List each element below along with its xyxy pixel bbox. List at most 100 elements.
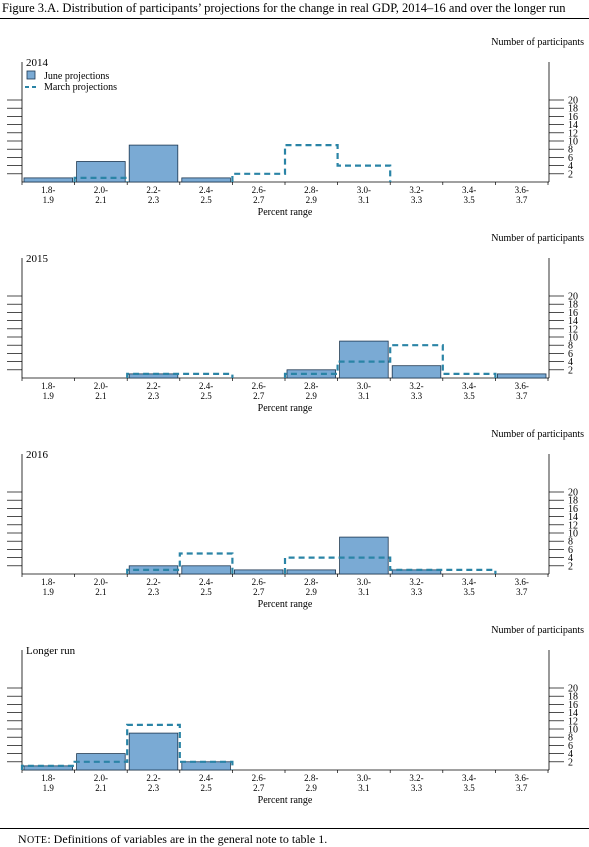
y-tick-label: 4 <box>568 161 573 172</box>
y-tick-label: 16 <box>568 308 578 319</box>
x-tick-label-bottom: 3.7 <box>516 391 528 401</box>
x-tick-label-top: 2.0- <box>94 577 108 587</box>
june-bar <box>339 340 389 379</box>
x-tick-label-top: 2.8- <box>304 577 318 587</box>
y-tick-label: 4 <box>568 357 573 368</box>
y-tick-label: 20 <box>568 684 578 695</box>
x-tick-label-bottom: 2.9 <box>306 195 318 205</box>
y-axis-label: Number of participants <box>491 429 584 440</box>
x-axis-label: Percent range <box>258 599 313 610</box>
x-tick-label-bottom: 3.5 <box>463 195 475 205</box>
y-tick-label: 8 <box>568 537 573 548</box>
x-tick-label-top: 3.4- <box>462 577 476 587</box>
y-tick-label: 10 <box>568 725 578 736</box>
panel-title: 2016 <box>26 449 49 461</box>
x-tick-label-top: 2.0- <box>94 773 108 783</box>
x-tick-label-bottom: 3.5 <box>463 391 475 401</box>
x-tick-label-top: 3.2- <box>409 773 423 783</box>
june-bar <box>496 373 547 379</box>
y-tick-label: 2 <box>568 757 573 768</box>
x-tick-label-bottom: 2.7 <box>253 195 265 205</box>
june-bar <box>23 177 73 183</box>
y-tick-label: 2 <box>568 169 573 180</box>
y-tick-label: 12 <box>568 520 578 531</box>
x-tick-label-bottom: 2.7 <box>253 783 265 793</box>
june-bar <box>181 761 231 771</box>
y-tick-label: 16 <box>568 504 578 515</box>
x-tick-label-top: 1.8- <box>41 185 55 195</box>
x-tick-label-bottom: 2.9 <box>306 587 318 597</box>
june-bar <box>339 536 389 575</box>
figure-title: Figure 3.A. Distribution of participants… <box>2 1 566 15</box>
x-tick-label-bottom: 3.7 <box>516 195 528 205</box>
x-tick-label-bottom: 2.5 <box>200 391 212 401</box>
x-tick-label-bottom: 3.1 <box>358 195 369 205</box>
x-tick-label-bottom: 2.3 <box>148 391 160 401</box>
march-step-line <box>73 144 392 182</box>
y-tick-label: 6 <box>568 545 573 556</box>
y-axis-label: Number of participants <box>491 233 584 244</box>
chart-panel-4: Number of participants Longer run 24681012… <box>7 625 584 806</box>
x-tick-label-bottom: 2.3 <box>148 783 160 793</box>
y-tick-label: 6 <box>568 741 573 752</box>
june-bar <box>128 144 179 183</box>
x-tick-label-top: 2.6- <box>252 773 266 783</box>
y-tick-label: 16 <box>568 112 578 123</box>
x-tick-label-top: 3.0- <box>357 773 371 783</box>
x-tick-label-bottom: 3.3 <box>411 587 423 597</box>
x-tick-label-bottom: 2.5 <box>200 783 212 793</box>
y-tick-label: 10 <box>568 137 578 148</box>
y-tick-label: 20 <box>568 292 578 303</box>
x-tick-label-bottom: 3.1 <box>358 587 369 597</box>
x-tick-label-top: 1.8- <box>41 381 55 391</box>
june-bar <box>286 569 336 575</box>
y-tick-label: 6 <box>568 349 573 360</box>
panel-title: 2014 <box>26 57 49 69</box>
x-tick-label-top: 2.4- <box>199 773 213 783</box>
y-tick-label: 6 <box>568 153 573 164</box>
y-axis-label: Number of participants <box>491 625 584 636</box>
y-tick-label: 14 <box>568 120 578 131</box>
x-tick-label-bottom: 2.1 <box>95 587 106 597</box>
march-step-line <box>20 723 234 770</box>
x-tick-label-top: 3.2- <box>409 577 423 587</box>
note-prefix: NOTE <box>18 832 48 846</box>
x-tick-label-bottom: 2.5 <box>200 587 212 597</box>
legend-june-swatch <box>26 70 36 80</box>
june-bar <box>391 365 442 379</box>
x-axis-label: Percent range <box>258 403 313 414</box>
x-tick-label-top: 2.0- <box>94 381 108 391</box>
panel-title: Longer run <box>26 645 76 657</box>
x-tick-label-bottom: 2.9 <box>306 783 318 793</box>
march-step-line <box>126 552 497 574</box>
x-tick-label-bottom: 2.7 <box>253 391 265 401</box>
x-tick-label-bottom: 3.1 <box>358 783 369 793</box>
chart-panel-2: Number of participants 2015 24681012141618… <box>7 233 584 414</box>
june-bar <box>181 177 231 183</box>
x-tick-label-top: 3.4- <box>462 773 476 783</box>
y-tick-label: 14 <box>568 512 578 523</box>
y-tick-label: 20 <box>568 96 578 107</box>
x-tick-label-top: 2.2- <box>146 577 160 587</box>
x-tick-label-top: 3.4- <box>462 381 476 391</box>
y-tick-label: 14 <box>568 316 578 327</box>
x-tick-label-top: 3.6- <box>515 185 529 195</box>
x-tick-label-top: 2.8- <box>304 773 318 783</box>
june-bar <box>128 732 179 771</box>
x-tick-label-bottom: 3.3 <box>411 783 423 793</box>
x-tick-label-bottom: 1.9 <box>43 587 55 597</box>
y-tick-label: 16 <box>568 700 578 711</box>
x-tick-label-bottom: 2.9 <box>306 391 318 401</box>
x-tick-label-top: 2.2- <box>146 381 160 391</box>
chart-panel-3: Number of participants 2016 24681012141618… <box>7 429 584 610</box>
x-tick-label-bottom: 3.3 <box>411 195 423 205</box>
x-tick-label-bottom: 2.3 <box>148 587 160 597</box>
footnote: NOTE: Definitions of variables are in th… <box>18 832 327 847</box>
x-tick-label-top: 3.2- <box>409 185 423 195</box>
june-bar <box>233 569 284 575</box>
y-tick-label: 4 <box>568 553 573 564</box>
x-tick-label-top: 2.4- <box>199 185 213 195</box>
y-tick-label: 18 <box>568 692 578 703</box>
y-tick-label: 8 <box>568 341 573 352</box>
